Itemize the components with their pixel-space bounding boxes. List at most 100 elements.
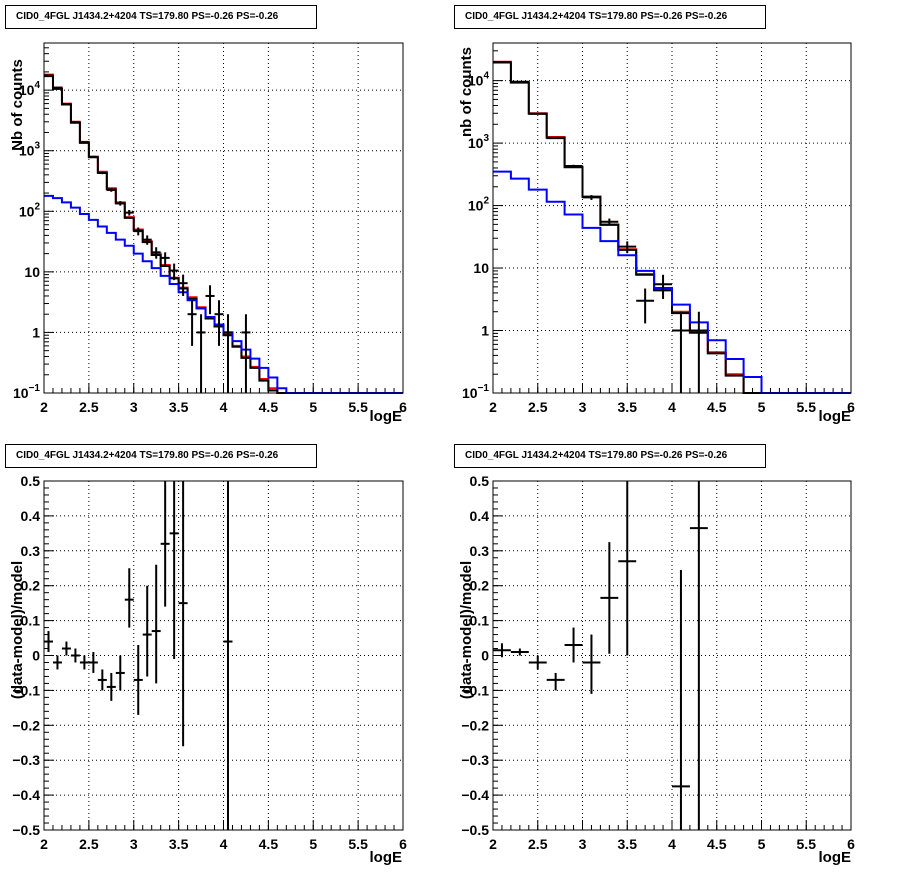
x-tick-label: 3.5 xyxy=(618,399,638,415)
x-axis-label: logE xyxy=(819,849,852,866)
data-point xyxy=(600,542,619,654)
x-tick-label: 5 xyxy=(309,399,317,415)
x-tick-label: 2.5 xyxy=(528,399,548,415)
data-point xyxy=(52,655,62,670)
y-tick-label: 0.1 xyxy=(470,613,490,629)
x-tick-label: 6 xyxy=(399,836,407,852)
data-point xyxy=(88,155,98,158)
x-tick-label: 3 xyxy=(579,836,587,852)
x-tick-label: 2 xyxy=(489,836,497,852)
data-point xyxy=(546,137,565,140)
x-tick-label: 4 xyxy=(668,399,676,415)
data-point xyxy=(44,74,53,77)
x-axis-label: logE xyxy=(370,408,403,425)
x-tick-label: 2.5 xyxy=(79,399,99,415)
data-point xyxy=(160,481,170,607)
data-point xyxy=(510,80,529,83)
data-point xyxy=(70,121,80,124)
histogram-series-0 xyxy=(44,73,403,394)
y-tick-label: −0.2 xyxy=(12,717,40,733)
panel-top-right: 2 2.5 3 3.5 4 4.5 5 5.5 610−1110102103104logEnb … xyxy=(458,42,855,425)
x-tick-label: 4.5 xyxy=(259,836,279,852)
data-point xyxy=(133,645,143,715)
data-point xyxy=(618,241,637,254)
x-tick-label: 5 xyxy=(758,836,766,852)
x-axis-label: logE xyxy=(819,408,852,425)
data-point xyxy=(493,643,511,658)
y-axis-label: Nb of counts xyxy=(9,59,26,151)
data-point xyxy=(582,195,601,200)
x-tick-label: 4.5 xyxy=(707,399,727,415)
data-point xyxy=(618,481,637,656)
data-point xyxy=(564,627,583,663)
x-tick-label: 2 xyxy=(40,836,48,852)
y-tick-label: 10−1 xyxy=(13,383,40,401)
data-point xyxy=(196,314,206,393)
data-point xyxy=(115,201,125,206)
data-point xyxy=(169,481,179,659)
y-axis-label: (data-model)/model xyxy=(458,561,475,699)
data-point xyxy=(133,227,143,236)
y-tick-label: 1 xyxy=(32,324,40,340)
data-point xyxy=(151,564,161,684)
panel-top-left: 2 2.5 3 3.5 4 4.5 5 5.5 610−1110102103104logENb … xyxy=(9,42,407,425)
x-tick-label: 6 xyxy=(399,399,407,415)
x-axis-label: logE xyxy=(370,849,403,866)
panel-bottom-left: 2 2.5 3 3.5 4 4.5 5 5.5 6 −0.5 −0.4 −0.3 −0.2 −0.1 0 0.… xyxy=(9,473,407,866)
data-point xyxy=(52,86,62,89)
data-point xyxy=(654,274,672,299)
data-point xyxy=(124,209,134,216)
data-point xyxy=(672,311,690,393)
x-tick-label: 5.5 xyxy=(797,836,817,852)
x-tick-label: 3.5 xyxy=(618,836,638,852)
data-point xyxy=(115,655,125,691)
x-tick-label: 2.5 xyxy=(79,836,99,852)
data-point xyxy=(106,188,116,192)
plot-frame xyxy=(43,480,404,831)
x-tick-label: 5.5 xyxy=(348,399,368,415)
data-point xyxy=(636,288,655,324)
y-tick-label: 0.5 xyxy=(21,473,41,489)
y-tick-label: 0.5 xyxy=(470,473,490,489)
x-tick-label: 4 xyxy=(220,836,228,852)
x-tick-label: 3 xyxy=(579,399,587,415)
data-point xyxy=(169,263,179,281)
y-tick-label: −0.2 xyxy=(461,717,489,733)
y-tick-label: 0.2 xyxy=(470,578,490,594)
y-axis-label: (data-model)/model xyxy=(9,561,26,699)
y-tick-label: 0.2 xyxy=(21,578,41,594)
data-point xyxy=(124,568,134,628)
title-bottom-left: CID0_4FGL J1434.2+4204 TS=179.80 PS=-0.2… xyxy=(5,444,317,468)
data-point xyxy=(528,112,547,115)
x-tick-label: 4 xyxy=(220,399,228,415)
x-tick-label: 4 xyxy=(668,836,676,852)
x-tick-label: 2.5 xyxy=(528,836,548,852)
data-point xyxy=(79,141,89,144)
y-tick-label: 10 xyxy=(473,260,489,276)
x-tick-label: 3.5 xyxy=(169,836,189,852)
y-tick-label: 0 xyxy=(32,648,40,664)
data-point xyxy=(600,218,619,226)
data-point xyxy=(97,669,107,691)
data-point xyxy=(564,164,583,168)
plot-frame xyxy=(492,42,852,394)
data-point xyxy=(70,648,80,663)
x-tick-label: 3 xyxy=(130,399,138,415)
title-bottom-right: CID0_4FGL J1434.2+4204 TS=179.80 PS=-0.2… xyxy=(454,444,766,468)
plot-frame xyxy=(43,42,404,394)
x-tick-label: 5.5 xyxy=(348,836,368,852)
title-top-left: CID0_4FGL J1434.2+4204 TS=179.80 PS=-0.2… xyxy=(5,5,317,29)
y-tick-label: 1 xyxy=(481,323,489,339)
x-tick-label: 3.5 xyxy=(169,399,189,415)
y-tick-label: −0.1 xyxy=(461,682,489,698)
data-point xyxy=(151,247,161,259)
data-point xyxy=(241,314,251,393)
y-tick-label: 102 xyxy=(468,196,490,214)
data-point xyxy=(88,652,98,673)
data-point xyxy=(178,274,188,296)
data-point xyxy=(61,641,71,656)
y-tick-label: −0.5 xyxy=(461,822,489,838)
y-tick-label: −0.1 xyxy=(12,682,40,698)
y-tick-label: 0.3 xyxy=(21,543,41,559)
